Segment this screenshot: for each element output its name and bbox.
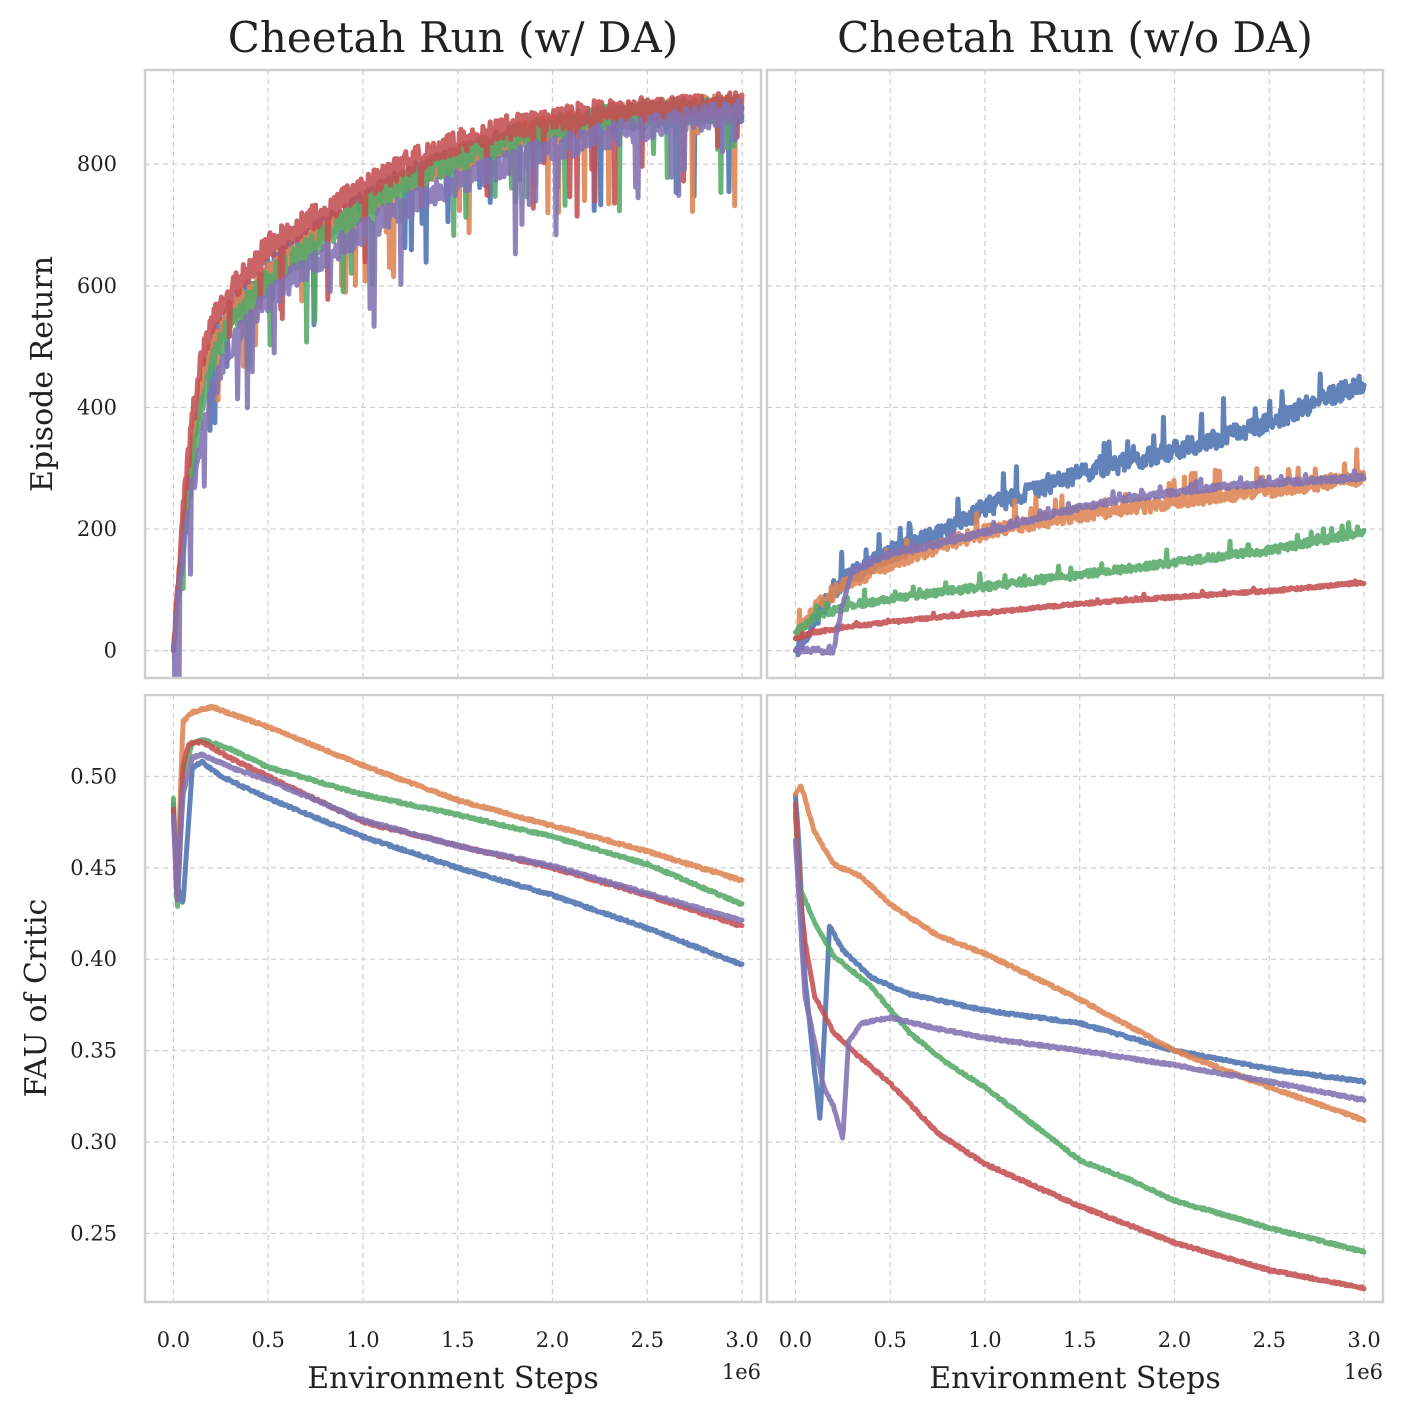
x-axis-label: Environment Steps (307, 1361, 599, 1396)
y-tick-label: 800 (77, 152, 117, 176)
x-axis-label: Environment Steps (929, 1361, 1221, 1396)
series-line-5 (170, 97, 745, 678)
series-line-3 (792, 810, 1367, 1255)
x-offset-label: 1e6 (1344, 1360, 1383, 1384)
x-offset-label: 1e6 (722, 1360, 761, 1384)
series-line-4 (170, 90, 745, 654)
axes-frame (143, 693, 763, 1304)
x-tick-label: 1.5 (441, 1328, 474, 1352)
y-tick-label: 0.50 (70, 764, 117, 788)
x-tick-label: 0.5 (873, 1328, 906, 1352)
y-tick-label: 0.45 (70, 856, 117, 880)
x-tick-label: 0.5 (251, 1328, 284, 1352)
series-group (792, 783, 1367, 1292)
series-line-5 (792, 837, 1367, 1141)
x-tick-label: 2.0 (1158, 1328, 1191, 1352)
panel-return-noda: Cheetah Run (w/o DA) (765, 13, 1385, 680)
axes-frame (765, 693, 1385, 1304)
series-line-1 (170, 758, 745, 968)
x-tick-label: 2.5 (631, 1328, 664, 1352)
x-tick-label: 1.0 (968, 1328, 1001, 1352)
axes-frame (143, 68, 763, 680)
y-tick-label: 0.40 (70, 947, 117, 971)
series-line-4 (792, 801, 1367, 1292)
panel-return-da: Cheetah Run (w/ DA) Episode Return 0 200 4… (25, 13, 763, 680)
grid (767, 70, 1383, 678)
series-line-3 (792, 520, 1367, 636)
x-tick-label: 2.5 (1253, 1328, 1286, 1352)
series-group (170, 90, 745, 678)
series-line-4 (792, 578, 1367, 641)
series-line-3 (170, 737, 745, 909)
y-tick-label: 0.35 (70, 1039, 117, 1063)
y-tick-label: 600 (77, 274, 117, 298)
axes-frame (765, 68, 1385, 680)
x-tick-label: 1.5 (1063, 1328, 1096, 1352)
y-tick-label: 200 (77, 517, 117, 541)
y-tick-label: 400 (77, 395, 117, 419)
x-tick-label: 3.0 (1347, 1328, 1380, 1352)
y-axis-label: Episode Return (25, 256, 60, 492)
y-axis-label: FAU of Critic (19, 899, 54, 1098)
series-group (792, 371, 1367, 658)
y-tick-label: 0.30 (70, 1130, 117, 1154)
x-tick-label: 2.0 (536, 1328, 569, 1352)
panel-title: Cheetah Run (w/o DA) (837, 13, 1313, 62)
panel-fau-noda: Environment Steps 0.0 0.5 1.0 1.5 2.0 2.5 3.0 1… (765, 693, 1385, 1396)
series-line-5 (170, 751, 745, 924)
x-tick-label: 1.0 (346, 1328, 379, 1352)
series-line-2 (170, 703, 745, 884)
x-tick-label: 3.0 (725, 1328, 758, 1352)
series-line-5 (792, 468, 1367, 656)
x-tick-label: 0.0 (779, 1328, 812, 1352)
series-group (170, 703, 745, 968)
x-tick-label: 0.0 (157, 1328, 190, 1352)
panel-fau-da: FAU of Critic Environment Steps 0.0 0.5 1.… (19, 693, 763, 1396)
panel-title: Cheetah Run (w/ DA) (228, 13, 679, 62)
y-tick-label: 0.25 (70, 1221, 117, 1245)
series-line-2 (792, 783, 1367, 1124)
y-tick-label: 0 (104, 639, 117, 663)
series-line-1 (792, 792, 1367, 1121)
